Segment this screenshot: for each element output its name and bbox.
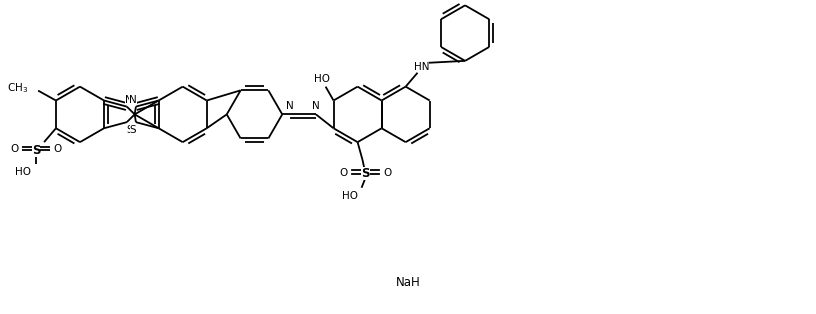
- Text: O: O: [384, 168, 392, 178]
- Text: CH$_3$: CH$_3$: [7, 81, 29, 95]
- Text: S: S: [361, 167, 370, 180]
- Text: NaH: NaH: [396, 276, 420, 290]
- Text: O: O: [10, 144, 19, 154]
- Text: S: S: [32, 143, 40, 157]
- Text: N: N: [129, 95, 137, 105]
- Text: S: S: [130, 125, 136, 135]
- Text: HO: HO: [313, 74, 330, 84]
- Text: S: S: [126, 125, 133, 135]
- Text: N: N: [286, 101, 294, 111]
- Text: HO: HO: [16, 167, 31, 177]
- Text: HN: HN: [414, 62, 429, 72]
- Text: HO: HO: [342, 191, 357, 201]
- Text: N: N: [125, 95, 133, 105]
- Text: O: O: [339, 168, 348, 178]
- Text: N: N: [312, 101, 320, 111]
- Text: O: O: [54, 144, 62, 154]
